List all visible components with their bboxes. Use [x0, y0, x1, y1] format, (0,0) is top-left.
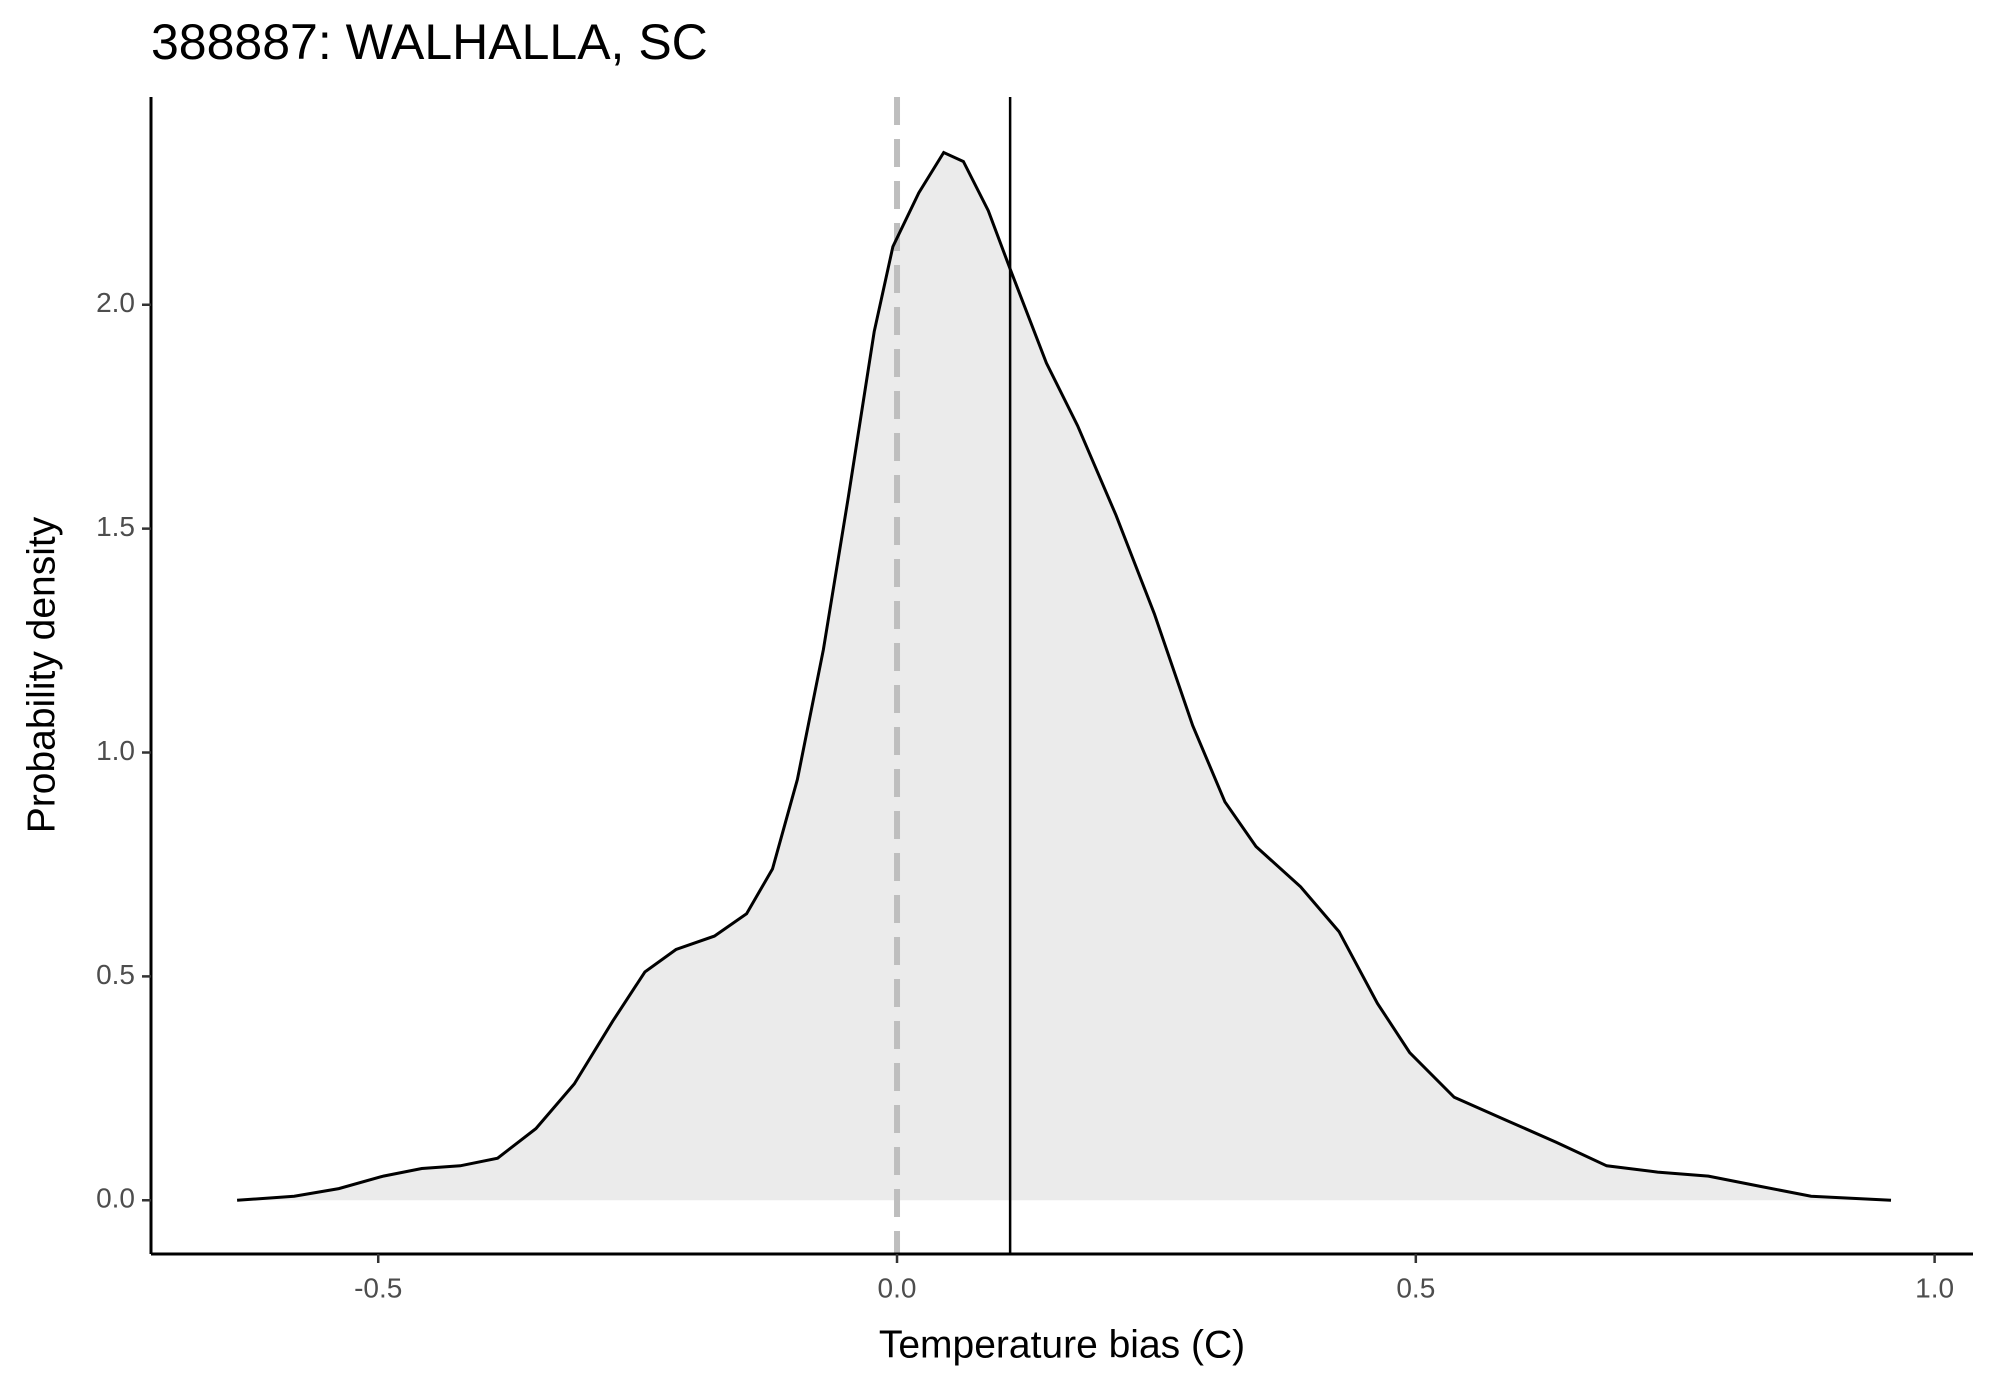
y-tick-label: 0.5 [96, 959, 135, 990]
chart-title: 388887: WALHALLA, SC [151, 14, 708, 70]
y-tick-label: 1.0 [96, 735, 135, 766]
x-tick-label: 1.0 [1915, 1272, 1954, 1303]
density-line [236, 150, 1892, 1202]
x-tick-label: 0.0 [878, 1272, 917, 1303]
density-area [237, 152, 1892, 1201]
x-tick-label: 0.5 [1396, 1272, 1435, 1303]
y-tick-label: 0.0 [96, 1183, 135, 1214]
x-tick-label: -0.5 [354, 1272, 402, 1303]
y-tick-label: 1.5 [96, 511, 135, 542]
x-axis-label: Temperature bias (C) [879, 1323, 1245, 1366]
y-axis-label: Probability density [20, 516, 63, 833]
y-tick-label: 2.0 [96, 287, 135, 318]
